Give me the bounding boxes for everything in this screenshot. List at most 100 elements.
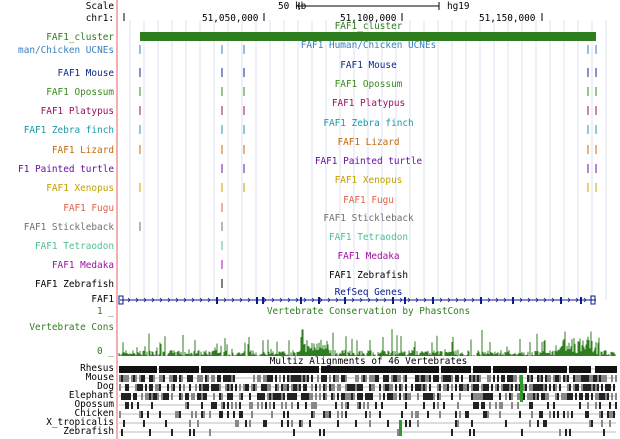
multiz-block [171, 366, 173, 373]
cluster-bar [140, 32, 596, 41]
track-label[interactable]: FAF1 Medaka [51, 260, 114, 271]
track-title[interactable]: FAF1 Mouse [340, 60, 397, 71]
multiz-block [533, 393, 535, 400]
track-title[interactable]: FAF1_cluster [334, 21, 403, 32]
multiz-block [453, 366, 455, 373]
refseq-track-title[interactable]: RefSeq Genes [334, 287, 403, 298]
multiz-block [451, 393, 453, 400]
multiz-block [195, 411, 197, 418]
track-title[interactable]: FAF1 Lizard [337, 137, 400, 148]
multiz-block [567, 375, 569, 382]
track-label[interactable]: FAF1 Tetraodon [34, 241, 114, 252]
multiz-block [541, 384, 543, 391]
multiz-block [593, 384, 595, 391]
multiz-species-label[interactable]: Rhesus [80, 363, 114, 374]
multiz-block [177, 411, 179, 418]
multiz-block [397, 366, 399, 373]
track-label[interactable]: FAF1 Fugu [63, 203, 114, 214]
multiz-block [289, 366, 291, 373]
multiz-block [519, 366, 521, 373]
multiz-species-label[interactable]: Elephant [68, 390, 114, 401]
multiz-block [433, 393, 435, 400]
multiz-species-label[interactable]: X_tropicalis [46, 417, 114, 428]
multiz-block [607, 411, 609, 418]
track-label[interactable]: FAF1_cluster [46, 32, 114, 43]
multiz-block [517, 366, 519, 373]
multiz-block [613, 366, 615, 373]
track-title[interactable]: FAF1 Opossum [334, 79, 403, 90]
multiz-block [269, 375, 271, 382]
multiz-block [185, 393, 187, 400]
multiz-track-title[interactable]: Multiz Alignments of 46 Vertebrates [269, 356, 468, 367]
multiz-block [145, 366, 147, 373]
multiz-species-label[interactable]: Zebrafish [63, 426, 114, 437]
multiz-block [265, 402, 267, 409]
track-label[interactable]: FAF1 Mouse [57, 68, 114, 79]
track-label[interactable]: F1 Painted turtle [18, 164, 114, 175]
multiz-block [269, 393, 271, 400]
multiz-block [481, 402, 483, 409]
multiz-block [151, 375, 153, 382]
multiz-block [419, 375, 421, 382]
multiz-block [259, 366, 261, 373]
refseq-gene-label[interactable]: FAF1 [91, 294, 114, 305]
track-label[interactable]: FAF1 Xenopus [46, 183, 114, 194]
multiz-block [359, 384, 361, 391]
multiz-block [405, 420, 407, 427]
track-title[interactable]: FAF1 Zebra finch [323, 118, 414, 129]
multiz-block [609, 366, 611, 373]
multiz-species-label[interactable]: Opossum [74, 399, 114, 410]
multiz-block [505, 420, 507, 427]
track-title[interactable]: FAF1 Zebrafish [328, 270, 409, 281]
multiz-block [305, 393, 307, 400]
multiz-block [427, 375, 429, 382]
track-title[interactable]: FAF1 Human/Chicken UCNEs [300, 40, 437, 51]
track-label[interactable]: man/Chicken UCNEs [18, 45, 114, 56]
multiz-block [497, 366, 499, 373]
multiz-block [387, 393, 389, 400]
track-label[interactable]: FAF1 Zebra finch [23, 125, 114, 136]
multiz-block [603, 366, 605, 373]
multiz-block [403, 393, 405, 400]
track-title[interactable]: FAF1 Tetraodon [328, 232, 409, 243]
track-title[interactable]: FAF1 Fugu [343, 195, 394, 206]
multiz-block [193, 393, 195, 400]
track-label[interactable]: FAF1 Lizard [51, 145, 114, 156]
multiz-block [227, 402, 229, 409]
multiz-species-label[interactable]: Mouse [85, 372, 114, 383]
multiz-block [483, 384, 485, 391]
track-title[interactable]: FAF1 Medaka [337, 251, 400, 262]
track-title[interactable]: FAF1 Platypus [331, 98, 406, 109]
track-label[interactable]: FAF1 Opossum [46, 87, 114, 98]
multiz-block [247, 366, 249, 373]
track-label[interactable]: FAF1 Platypus [40, 106, 114, 117]
track-title[interactable]: FAF1 Xenopus [334, 175, 403, 186]
multiz-block [149, 375, 151, 382]
multiz-block [415, 411, 417, 418]
multiz-block [383, 366, 385, 373]
multiz-block [267, 375, 269, 382]
multiz-block [345, 402, 347, 409]
multiz-species-label[interactable]: Chicken [74, 408, 114, 419]
multiz-block [365, 375, 367, 382]
multiz-block [265, 375, 267, 382]
track-label[interactable]: FAF1 Stickleback [23, 222, 114, 233]
gene-strand-arrow [495, 297, 499, 303]
multiz-block [315, 402, 317, 409]
multiz-block [293, 366, 295, 373]
conservation-track-label[interactable]: Vertebrate Cons [29, 322, 114, 333]
track-title[interactable]: FAF1 Stickleback [323, 213, 414, 224]
multiz-block [261, 393, 263, 400]
multiz-block [539, 375, 541, 382]
multiz-block [179, 393, 181, 400]
multiz-block [555, 393, 557, 400]
gene-strand-arrow [199, 297, 203, 303]
conservation-track-title[interactable]: Vertebrate Conservation by PhastCons [266, 306, 471, 317]
multiz-block [521, 429, 523, 436]
multiz-block [405, 366, 407, 373]
multiz-block [533, 384, 535, 391]
multiz-species-label[interactable]: Dog [97, 381, 114, 392]
track-title[interactable]: FAF1 Painted turtle [314, 156, 423, 167]
multiz-block [411, 411, 413, 418]
track-label[interactable]: FAF1 Zebrafish [34, 279, 114, 290]
